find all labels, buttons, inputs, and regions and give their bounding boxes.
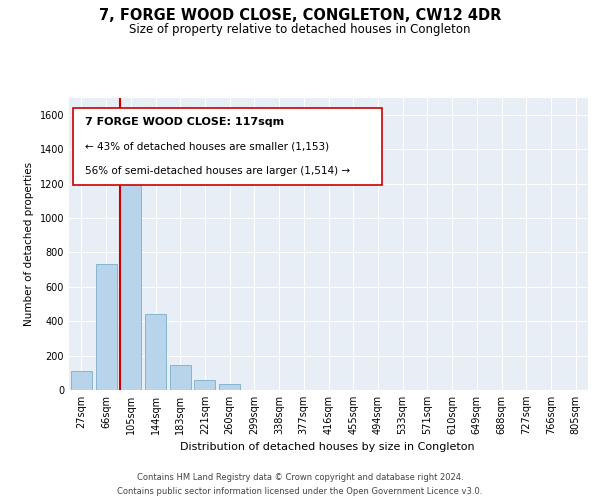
Text: Contains HM Land Registry data © Crown copyright and database right 2024.: Contains HM Land Registry data © Crown c… bbox=[137, 472, 463, 482]
FancyBboxPatch shape bbox=[73, 108, 382, 186]
Y-axis label: Number of detached properties: Number of detached properties bbox=[24, 162, 34, 326]
Bar bbox=[194, 380, 215, 390]
Text: 7, FORGE WOOD CLOSE, CONGLETON, CW12 4DR: 7, FORGE WOOD CLOSE, CONGLETON, CW12 4DR bbox=[99, 8, 501, 22]
Text: Distribution of detached houses by size in Congleton: Distribution of detached houses by size … bbox=[179, 442, 475, 452]
Text: 7 FORGE WOOD CLOSE: 117sqm: 7 FORGE WOOD CLOSE: 117sqm bbox=[85, 116, 284, 126]
Bar bbox=[95, 264, 116, 390]
Text: 56% of semi-detached houses are larger (1,514) →: 56% of semi-detached houses are larger (… bbox=[85, 166, 350, 176]
Text: Size of property relative to detached houses in Congleton: Size of property relative to detached ho… bbox=[129, 22, 471, 36]
Bar bbox=[71, 371, 92, 390]
Text: ← 43% of detached houses are smaller (1,153): ← 43% of detached houses are smaller (1,… bbox=[85, 142, 329, 152]
Text: Contains public sector information licensed under the Open Government Licence v3: Contains public sector information licen… bbox=[118, 488, 482, 496]
Bar bbox=[145, 314, 166, 390]
Bar bbox=[120, 184, 141, 390]
Bar bbox=[170, 365, 191, 390]
Bar bbox=[219, 384, 240, 390]
